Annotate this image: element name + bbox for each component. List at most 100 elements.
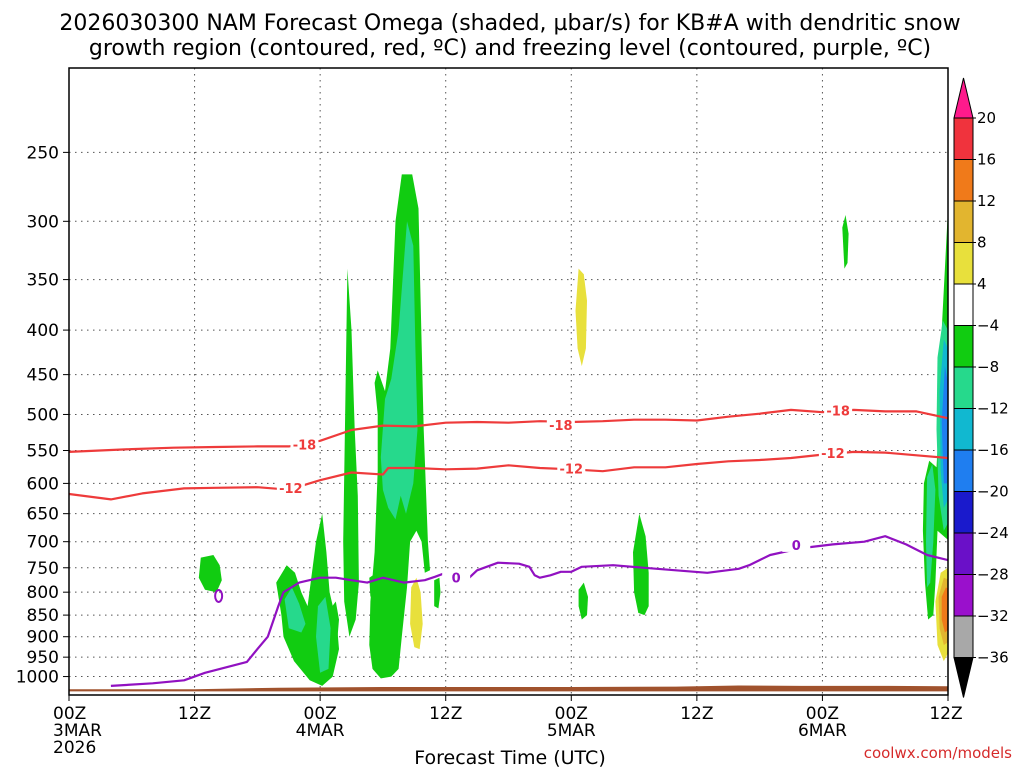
colorbar-segment — [953, 159, 974, 202]
x-tick-label: 00Z — [555, 704, 588, 724]
omega-area — [343, 268, 359, 637]
omega-area — [380, 221, 418, 520]
omega-area — [575, 268, 587, 367]
credit-text: coolwx.com/models — [864, 744, 1012, 762]
omega-area — [434, 577, 441, 609]
contour-label: 0 — [452, 572, 461, 587]
contour-label-bg — [276, 479, 305, 495]
dgz-contour-line — [69, 450, 948, 501]
y-tick-label: 700 — [27, 533, 59, 553]
colorbar-label: 16 — [977, 151, 996, 169]
x-tick-label: 12Z — [929, 704, 962, 724]
colorbar-label: 4 — [977, 275, 987, 293]
contour-label-bg — [557, 460, 586, 476]
y-tick-label: 950 — [27, 648, 59, 668]
y-tick-label: 250 — [27, 143, 59, 163]
omega-area — [284, 587, 306, 633]
contour-label-bg — [290, 436, 319, 452]
omega-area — [330, 601, 339, 645]
x-tick-label: 12Z — [429, 704, 462, 724]
colorbar-label: −20 — [977, 483, 1009, 501]
omega-shading — [69, 174, 948, 692]
omega-area — [941, 587, 948, 633]
y-tick-label: 450 — [27, 366, 59, 386]
colorbar-label: −16 — [977, 441, 1009, 459]
x-tick-label: 5MAR — [547, 721, 596, 741]
omega-area — [926, 464, 936, 588]
y-axis-pressure: 2503003504004505005506006507007508008509… — [16, 143, 69, 688]
colorbar-top-arrow — [953, 77, 974, 119]
colorbar-label: −8 — [977, 358, 999, 376]
terrain — [69, 685, 948, 692]
colorbar-label: 8 — [977, 234, 987, 252]
contour-label: -12 — [279, 482, 303, 497]
contour-label-bg — [442, 569, 471, 585]
contour-label: -18 — [826, 405, 850, 420]
omega-area — [842, 215, 849, 269]
x-tick-label: 4MAR — [296, 721, 345, 741]
colorbar-segment — [953, 491, 974, 534]
plot-area — [69, 68, 948, 695]
contour-label: -12 — [560, 463, 584, 478]
colorbar-segment — [953, 615, 974, 658]
y-tick-label: 1000 — [16, 668, 59, 688]
plot-frame — [68, 67, 949, 696]
x-tick-label: 00Z — [53, 704, 86, 724]
y-tick-label: 300 — [27, 212, 59, 232]
colorbar-segment — [953, 532, 974, 575]
colorbar-label: 12 — [977, 192, 996, 210]
colorbar-segment — [953, 242, 974, 285]
contour-label: -12 — [821, 447, 845, 462]
y-tick-label: 550 — [27, 442, 59, 462]
contour-label-bg — [818, 445, 847, 461]
y-tick-label: 650 — [27, 505, 59, 525]
colorbar-label: 20 — [977, 109, 996, 127]
freezing-level-contour — [110, 535, 948, 687]
x-tick-label: 00Z — [806, 704, 839, 724]
x-tick-label: 12Z — [680, 704, 713, 724]
y-tick-label: 750 — [27, 559, 59, 579]
contour-label: 0 — [792, 539, 801, 554]
y-tick-label: 900 — [27, 628, 59, 648]
y-tick-label: 800 — [27, 583, 59, 603]
colorbar-label: −4 — [977, 317, 999, 335]
contour-label-bg — [782, 536, 811, 552]
y-tick-label: 600 — [27, 474, 59, 494]
colorbar-segment — [953, 325, 974, 368]
omega-area — [410, 577, 423, 650]
colorbar-segment — [953, 366, 974, 409]
colorbar-label: −28 — [977, 566, 1009, 584]
contour-label: -18 — [549, 419, 573, 434]
chart-title-line-2: growth region (contoured, red, ºC) and f… — [89, 36, 931, 61]
contour-label: -18 — [293, 438, 317, 453]
colorbar-label: −32 — [977, 607, 1009, 625]
colorbar-segment — [953, 283, 974, 326]
x-axis-label: Forecast Time (UTC) — [414, 747, 605, 768]
colorbar-segment — [953, 117, 974, 160]
colorbar-label: −12 — [977, 400, 1009, 418]
y-tick-label: 500 — [27, 405, 59, 425]
contour-label-bg — [546, 416, 575, 432]
colorbar-segment — [953, 574, 974, 617]
colorbar-segment — [953, 449, 974, 492]
contour-labels: -18 -18 -18 -12 -12 -12 0 0 — [276, 402, 853, 587]
x-tick-label: 6MAR — [798, 721, 847, 741]
colorbar-segment — [953, 408, 974, 451]
x-tick-label: 00Z — [304, 704, 337, 724]
omega-area — [198, 555, 222, 593]
omega-area — [633, 513, 649, 616]
omega-area — [369, 572, 377, 597]
chart-title-line-1: 2026030300 NAM Forecast Omega (shaded, µ… — [59, 11, 960, 36]
y-tick-label: 400 — [27, 321, 59, 341]
colorbar-bottom-arrow — [953, 657, 974, 698]
dgz-contour-line — [69, 408, 948, 453]
colorbar-segment — [953, 200, 974, 243]
colorbar-label: −24 — [977, 524, 1009, 542]
x-tick-label: 12Z — [178, 704, 211, 724]
colorbar-label: −36 — [977, 649, 1009, 667]
omega-area — [941, 366, 948, 484]
x-tick-label: 2026 — [53, 738, 96, 758]
y-tick-label: 350 — [27, 271, 59, 291]
